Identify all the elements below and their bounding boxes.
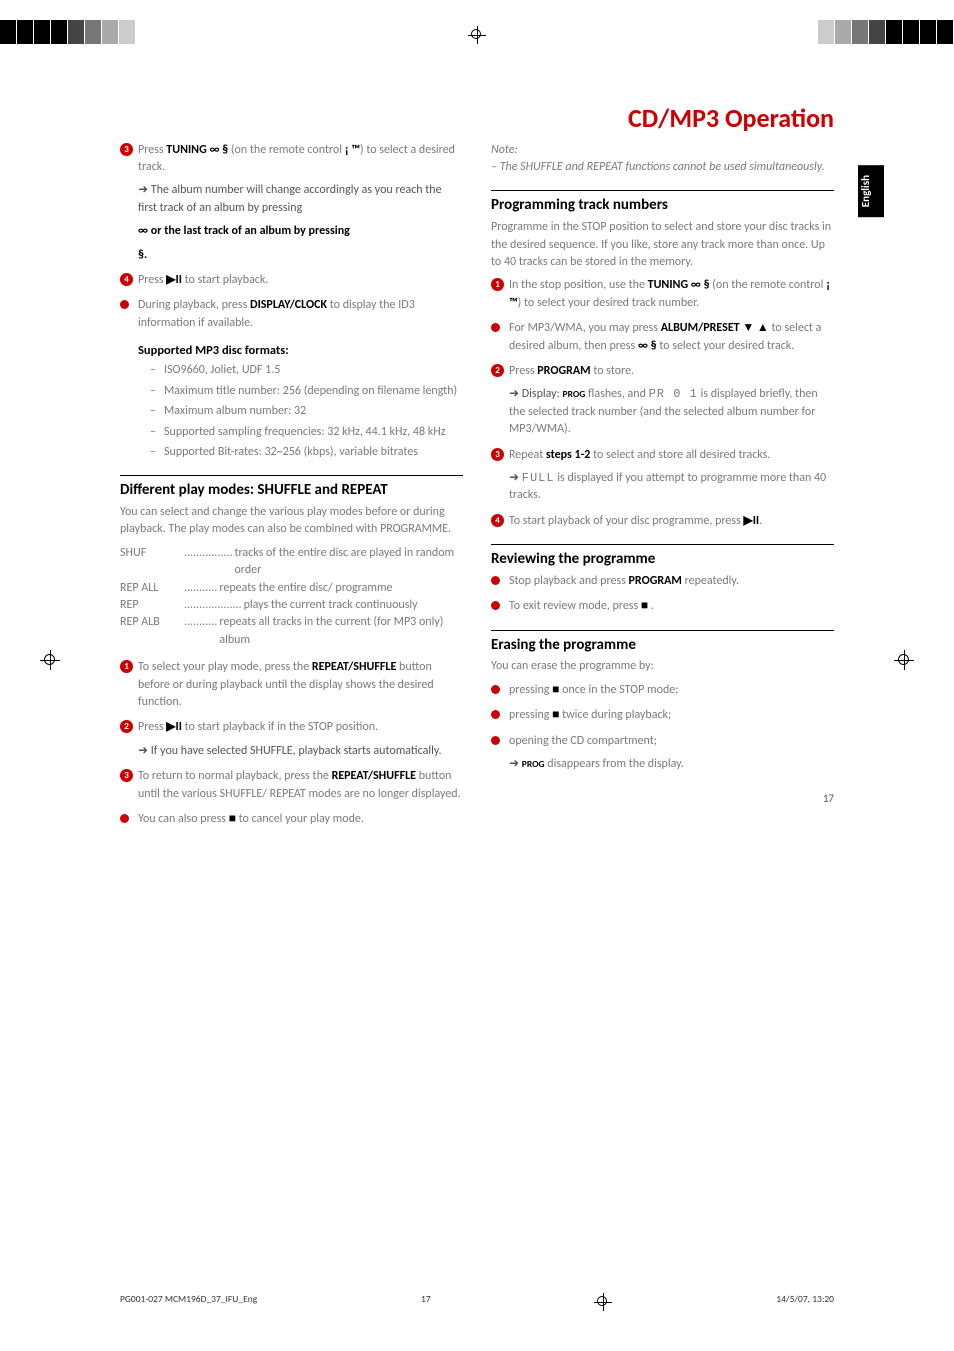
squares-left — [0, 20, 136, 44]
section-reviewing: Reviewing the programme — [491, 544, 834, 571]
section-shuffle-repeat: Different play modes: SHUFFLE and REPEAT — [120, 475, 463, 502]
left-column: 3 Press TUNING ∞ § (on the remote contro… — [120, 142, 463, 837]
erase-bullet-3: opening the CD compartment; ➜ PROG disap… — [491, 733, 834, 774]
footer-mid: 17 — [421, 1293, 431, 1311]
review-bullet-1: Stop playback and press PROGRAM repeated… — [491, 573, 834, 590]
crosshair-top-icon — [468, 26, 486, 44]
crosshair-left-icon — [40, 650, 60, 670]
section-erasing: Erasing the programme — [491, 630, 834, 657]
shuffle-step-1: 1 To select your play mode, press the RE… — [120, 659, 463, 711]
crosshair-right-icon — [894, 650, 914, 670]
erase-bullet-1: pressing ■ once in the STOP mode; — [491, 682, 834, 699]
shuffle-step-2: 2 Press ▶II to start playback if in the … — [120, 719, 463, 760]
note-block: Note: – The SHUFFLE and REPEAT functions… — [491, 142, 834, 177]
shuffle-step-3: 3 To return to normal playback, press th… — [120, 768, 463, 803]
prog-step-3: 3 Repeat steps 1-2 to select and store a… — [491, 447, 834, 505]
section-programming: Programming track numbers — [491, 190, 834, 217]
footer: PG001-027 MCM196D_37_IFU_Eng 17 14/5/07,… — [120, 1293, 834, 1311]
bullet-display: During playback, press DISPLAY/CLOCK to … — [120, 297, 463, 332]
erase-bullet-2: pressing ■ twice during playback; — [491, 707, 834, 724]
footer-left: PG001-027 MCM196D_37_IFU_Eng — [120, 1293, 257, 1311]
supported-formats: Supported MP3 disc formats: ISO9660, Jol… — [120, 342, 463, 461]
step-3: 3 Press TUNING ∞ § (on the remote contro… — [120, 142, 463, 264]
footer-right: 14/5/07, 13:20 — [776, 1293, 834, 1311]
programming-intro: Programme in the STOP position to select… — [491, 219, 834, 271]
prog-step-1: 1 In the stop position, use the TUNING ∞… — [491, 277, 834, 312]
right-column: Note: – The SHUFFLE and REPEAT functions… — [491, 142, 834, 837]
mode-definitions: SHUF................tracks of the entire… — [120, 545, 463, 649]
squares-right — [818, 20, 954, 44]
language-tab: English — [858, 165, 884, 217]
erasing-intro: You can erase the programme by: — [491, 658, 834, 675]
shuffle-intro: You can select and change the various pl… — [120, 504, 463, 539]
page-number: 17 — [491, 791, 834, 807]
prog-step-2: 2 Press PROGRAM to store. ➜ Display: PRO… — [491, 363, 834, 439]
shuffle-bullet-cancel: You can also press ■ to cancel your play… — [120, 811, 463, 828]
step-4: 4 Press ▶II to start playback. — [120, 272, 463, 289]
prog-bullet-mp3: For MP3/WMA, you may press ALBUM/PRESET … — [491, 320, 834, 355]
prog-step-4: 4 To start playback of your disc program… — [491, 513, 834, 530]
review-bullet-2: To exit review mode, press ■ . — [491, 598, 834, 615]
page-title: CD/MP3 Operation — [120, 100, 834, 138]
crosshair-footer-icon — [594, 1293, 612, 1311]
